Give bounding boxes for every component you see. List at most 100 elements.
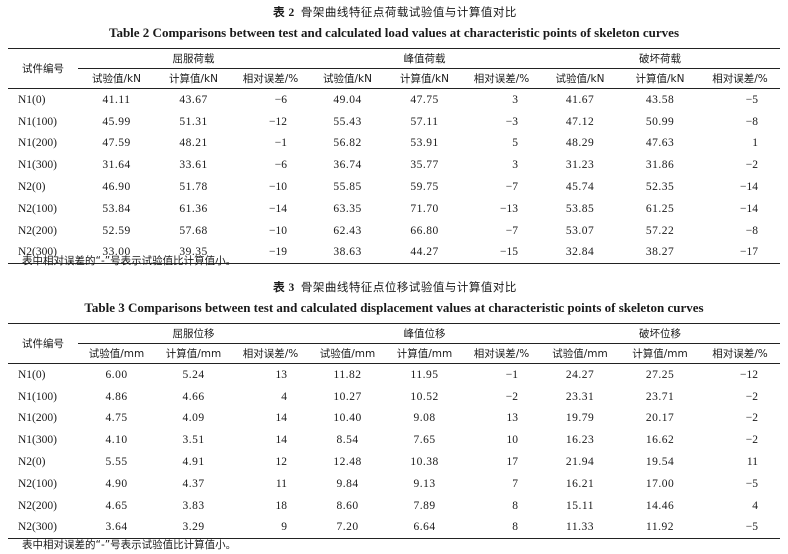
value-cell: −17 — [700, 241, 780, 265]
value-cell: −1 — [274, 137, 287, 150]
specimen-id-cell: N1(300) — [18, 434, 57, 447]
value-cell: 5.24 — [182, 368, 205, 381]
table3-subheader: 相对误差/% — [700, 343, 780, 364]
value-cell: 10.52 — [410, 390, 439, 403]
specimen-id-cell: N1(0) — [18, 368, 46, 381]
value-cell: 16.23 — [565, 434, 595, 447]
value-cell: −6 — [274, 93, 287, 106]
specimen-id-cell: N1(0) — [18, 93, 46, 106]
value-cell: 14 — [275, 434, 288, 447]
table-row: N1(0) 41.11 43.67 −6 49.04 47.75 3 41.67 43.58 −5 — [8, 89, 780, 111]
value-cell: −2 — [745, 434, 758, 447]
value-cell: −2 — [745, 412, 758, 425]
value-cell: −8 — [745, 224, 758, 237]
table2-group-failure: 破坏荷载 — [540, 48, 780, 69]
table2-group-yield: 屈服荷载 — [78, 48, 309, 69]
value-cell: 4.75 — [105, 412, 128, 425]
value-cell: 35.77 — [410, 159, 439, 172]
value-cell: 43.58 — [645, 93, 675, 106]
value-cell: 17.00 — [645, 477, 675, 490]
value-cell: 12.48 — [333, 456, 362, 469]
value-cell: 8 — [463, 516, 540, 540]
value-cell: 52.35 — [645, 181, 675, 194]
table2-group-peak: 峰值荷载 — [309, 48, 540, 69]
value-cell: 57.11 — [410, 115, 439, 128]
value-cell: 41.67 — [565, 93, 595, 106]
value-cell: 55.85 — [333, 181, 362, 194]
table3-caption-cn-text: 骨架曲线特征点位移试验值与计算值对比 — [300, 280, 517, 294]
value-cell: −13 — [500, 202, 518, 215]
table2-caption-cn-label: 表 2 — [273, 7, 295, 19]
value-cell: −12 — [269, 115, 287, 128]
value-cell: −6 — [274, 159, 287, 172]
table2-subheader: 试验值/kN — [309, 68, 386, 89]
table-row: N2(100) 4.90 4.37 11 9.84 9.13 7 16.21 17.00 −5 — [8, 473, 780, 495]
value-cell: −14 — [740, 202, 758, 215]
table-row: N2(300) 33.00 39.35 −19 38.63 44.27 −15 32.84 38… — [8, 241, 780, 265]
table-row: N2(0) 46.90 51.78 −10 55.85 59.75 −7 45.74 52.35… — [8, 176, 780, 198]
table3-subheader: 试验值/mm — [540, 343, 620, 364]
table3-subheader: 相对误差/% — [463, 343, 540, 364]
specimen-id-cell: N1(100) — [18, 115, 57, 128]
table3-subheader: 计算值/mm — [155, 343, 232, 364]
value-cell: 8.54 — [336, 434, 359, 447]
table-row: N2(100) 53.84 61.36 −14 63.35 71.70 −13 53.85 61… — [8, 198, 780, 220]
table-row: N2(200) 52.59 57.68 −10 62.43 66.80 −7 53.07 57.… — [8, 220, 780, 242]
specimen-id-cell: N2(0) — [18, 456, 46, 469]
value-cell: 16.21 — [565, 477, 595, 490]
table-row: N1(300) 31.64 33.61 −6 36.74 35.77 3 31.23 31.86… — [8, 154, 780, 176]
value-cell: 51.78 — [179, 181, 208, 194]
value-cell: 14 — [275, 412, 288, 425]
value-cell: 4.66 — [182, 390, 205, 403]
table-row: N1(200) 47.59 48.21 −1 56.82 53.91 5 48.29 47.63… — [8, 133, 780, 155]
value-cell: 57.22 — [645, 224, 675, 237]
value-cell: 53.91 — [410, 137, 439, 150]
specimen-id-cell: N1(300) — [18, 159, 57, 172]
value-cell: 4 — [281, 390, 287, 403]
value-cell: 23.71 — [645, 390, 675, 403]
value-cell: 61.25 — [645, 202, 675, 215]
value-cell: 21.94 — [565, 456, 595, 469]
value-cell: 11.92 — [620, 516, 700, 540]
value-cell: 7.65 — [413, 434, 436, 447]
value-cell: 14.46 — [645, 499, 675, 512]
value-cell: −19 — [232, 241, 309, 265]
value-cell: 59.75 — [410, 181, 439, 194]
value-cell: 47.12 — [565, 115, 595, 128]
value-cell: 3 — [512, 159, 518, 172]
value-cell: 53.85 — [565, 202, 595, 215]
value-cell: 3.83 — [182, 499, 205, 512]
specimen-id-cell: N2(0) — [18, 181, 46, 194]
value-cell: −12 — [740, 368, 758, 381]
value-cell: 33.61 — [179, 159, 208, 172]
value-cell: 71.70 — [410, 202, 439, 215]
value-cell: 11.95 — [410, 368, 439, 381]
value-cell: 12 — [275, 456, 288, 469]
table-row: N2(200) 4.65 3.83 18 8.60 7.89 8 15.11 14.46 4 — [8, 495, 780, 517]
value-cell: 7.20 — [309, 516, 386, 540]
value-cell: 17 — [506, 456, 519, 469]
value-cell: 27.25 — [645, 368, 675, 381]
value-cell: 41.11 — [102, 93, 131, 106]
value-cell: 45.74 — [565, 181, 595, 194]
table2-subheader: 计算值/kN — [620, 68, 700, 89]
table2-caption-cn: 表 2 骨架曲线特征点荷载试验值与计算值对比 — [0, 4, 788, 20]
value-cell: 63.35 — [333, 202, 362, 215]
value-cell: 51.31 — [179, 115, 208, 128]
value-cell: 38.27 — [620, 241, 700, 265]
value-cell: 4 — [752, 499, 758, 512]
value-cell: 33.00 — [78, 241, 155, 265]
value-cell: 19.54 — [645, 456, 675, 469]
value-cell: 45.99 — [102, 115, 131, 128]
value-cell: −3 — [505, 115, 518, 128]
table2-subheader: 相对误差/% — [232, 68, 309, 89]
value-cell: 47.59 — [102, 137, 131, 150]
value-cell: 3.29 — [155, 516, 232, 540]
table2-caption-cn-text: 骨架曲线特征点荷载试验值与计算值对比 — [300, 5, 517, 19]
table2-row-header: 试件编号 — [8, 48, 78, 89]
value-cell: 16.62 — [645, 434, 675, 447]
value-cell: 52.59 — [102, 224, 131, 237]
value-cell: 18 — [275, 499, 288, 512]
table3-row-header: 试件编号 — [8, 323, 78, 364]
table2-caption-en: Table 2 Comparisons between test and cal… — [108, 25, 680, 40]
